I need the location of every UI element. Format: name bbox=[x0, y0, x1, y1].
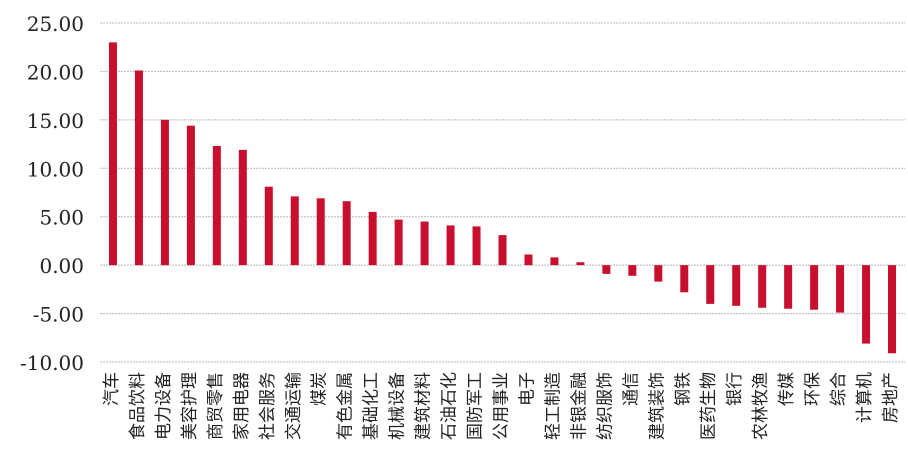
bar bbox=[524, 254, 533, 266]
category-label: 国防军工 bbox=[466, 372, 486, 440]
category-label: 交通运输 bbox=[284, 372, 304, 440]
bar bbox=[810, 265, 819, 310]
bar bbox=[836, 265, 845, 313]
y-tick-label: 5.00 bbox=[39, 206, 84, 230]
category-label: 汽车 bbox=[102, 372, 122, 406]
bar bbox=[394, 219, 403, 266]
category-label: 电子 bbox=[517, 372, 537, 406]
bar bbox=[134, 70, 143, 266]
bar bbox=[212, 146, 221, 266]
bar bbox=[342, 201, 351, 266]
bar bbox=[108, 42, 117, 266]
category-label: 综合 bbox=[829, 372, 849, 406]
category-label: 传媒 bbox=[777, 372, 797, 406]
category-label: 食品饮料 bbox=[128, 372, 148, 440]
category-label: 公用事业 bbox=[492, 372, 512, 440]
bar bbox=[472, 226, 481, 266]
category-label: 建筑装饰 bbox=[647, 372, 667, 440]
bar bbox=[758, 265, 767, 308]
bar bbox=[862, 265, 871, 344]
category-label: 社会服务 bbox=[258, 372, 278, 440]
y-tick-label: 0.00 bbox=[39, 254, 84, 278]
y-tick-label: 20.00 bbox=[27, 60, 84, 84]
bar bbox=[160, 119, 169, 266]
bar bbox=[680, 265, 689, 293]
bar bbox=[264, 186, 273, 266]
gridlines bbox=[100, 22, 905, 363]
bar bbox=[550, 257, 559, 266]
category-label: 环保 bbox=[803, 372, 823, 406]
bar bbox=[654, 265, 663, 282]
category-label: 计算机 bbox=[855, 372, 875, 423]
category-label: 钢铁 bbox=[673, 372, 693, 406]
category-label: 煤炭 bbox=[310, 372, 330, 406]
category-label: 电力设备 bbox=[154, 372, 174, 440]
x-axis-category-labels: 汽车 食品饮料 电力设备 美容护理 商贸零售 家用电器 社会服务 交通运输 煤炭 有色金属 基础化工… bbox=[102, 372, 901, 440]
bar bbox=[446, 225, 455, 266]
bar bbox=[186, 125, 195, 266]
category-label: 有色金属 bbox=[336, 372, 356, 440]
bar bbox=[602, 265, 611, 274]
bar bbox=[706, 265, 715, 304]
bar bbox=[888, 265, 897, 354]
category-label: 通信 bbox=[621, 372, 641, 406]
bar bbox=[290, 196, 299, 266]
y-tick-label: 15.00 bbox=[27, 109, 84, 133]
category-label: 纺织服饰 bbox=[595, 372, 615, 440]
bar bbox=[368, 211, 377, 266]
category-label: 农林牧渔 bbox=[751, 372, 771, 440]
y-tick-label: -5.00 bbox=[33, 303, 84, 327]
category-label: 石油石化 bbox=[440, 372, 460, 440]
bars bbox=[108, 42, 897, 354]
category-label: 家用电器 bbox=[232, 372, 252, 440]
category-label: 银行 bbox=[725, 372, 745, 406]
category-label: 机械设备 bbox=[388, 372, 408, 440]
bar bbox=[420, 221, 429, 266]
category-label: 美容护理 bbox=[180, 372, 200, 440]
y-tick-label: 25.00 bbox=[27, 12, 84, 36]
category-label: 轻工制造 bbox=[543, 372, 563, 440]
y-tick-label: 10.00 bbox=[27, 157, 84, 181]
category-label: 商贸零售 bbox=[206, 372, 226, 440]
category-label: 建筑材料 bbox=[414, 372, 434, 440]
bar bbox=[576, 262, 585, 266]
bar bbox=[732, 265, 741, 306]
category-label: 非银金融 bbox=[569, 372, 589, 440]
bar bbox=[784, 265, 793, 309]
bar bbox=[238, 149, 247, 266]
y-tick-label: -10.00 bbox=[20, 351, 84, 375]
bar bbox=[628, 265, 637, 276]
category-label: 基础化工 bbox=[362, 372, 382, 440]
category-label: 房地产 bbox=[881, 372, 901, 423]
bar bbox=[316, 198, 325, 266]
bar bbox=[498, 235, 507, 266]
category-label: 医药生物 bbox=[699, 372, 719, 440]
y-axis-tick-labels: 25.00 20.00 15.00 10.00 5.00 0.00 -5.00 -10.00 bbox=[20, 12, 84, 375]
